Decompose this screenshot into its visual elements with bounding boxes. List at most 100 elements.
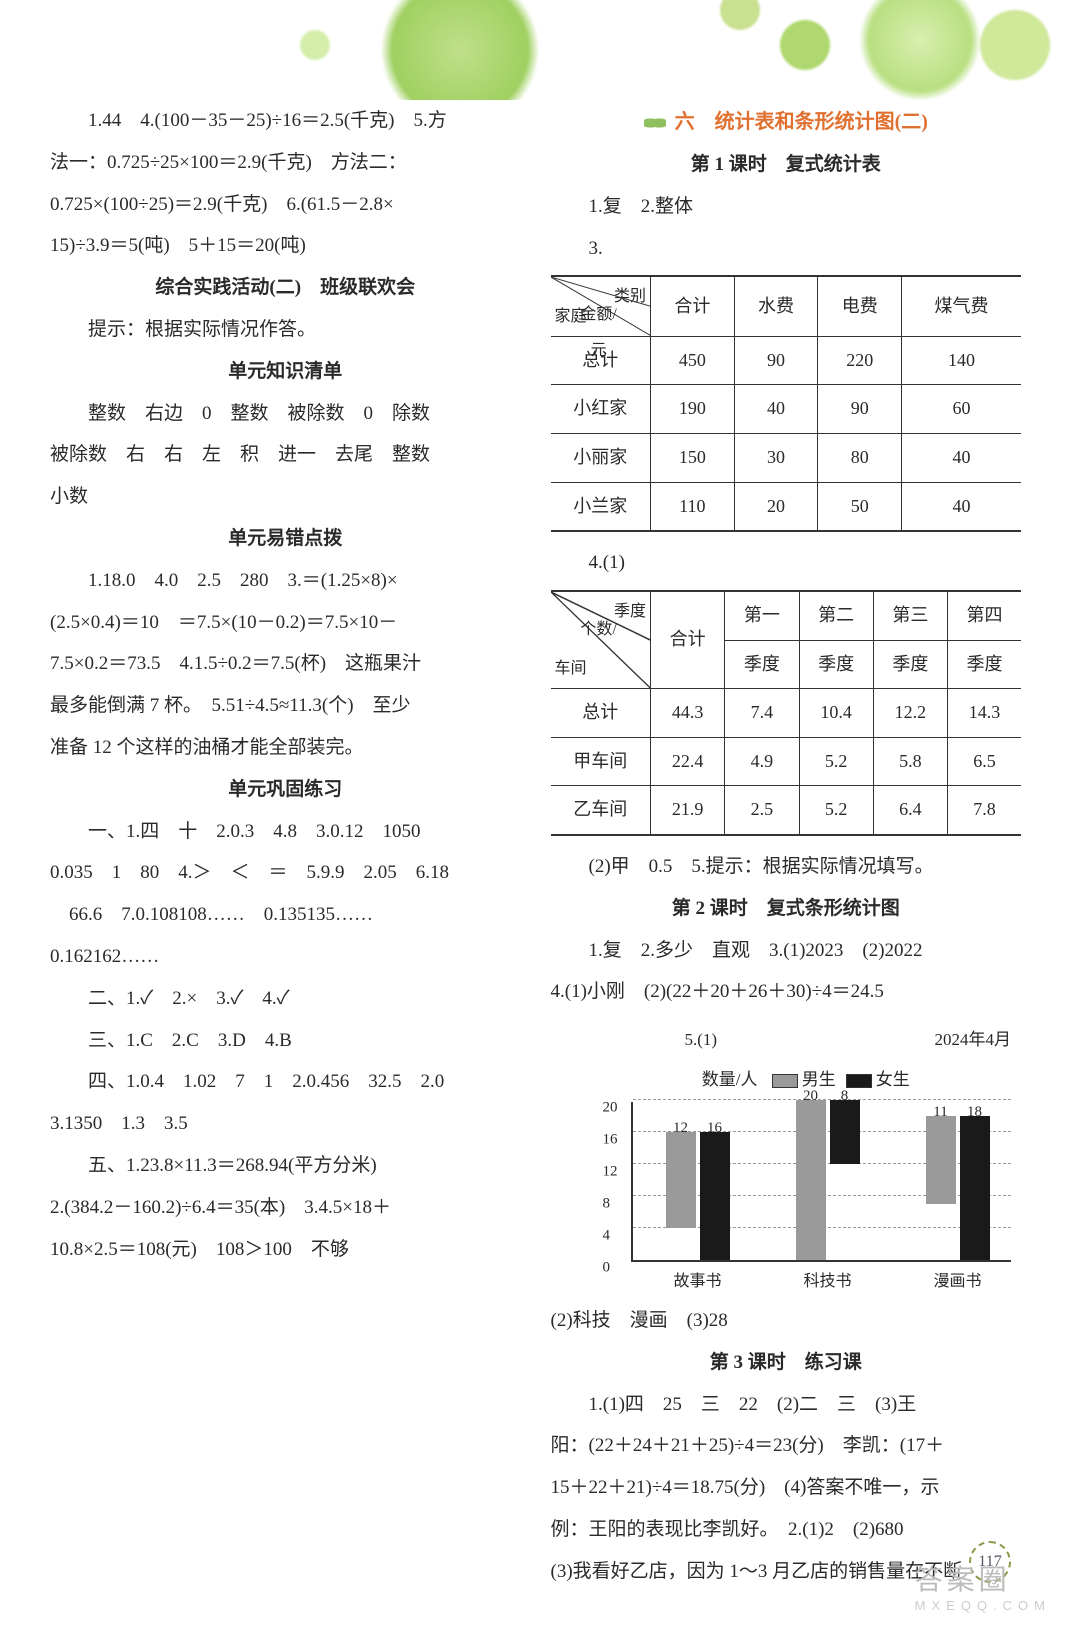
text-line: 2.(384.2－160.2)÷6.4＝35(本) 3.4.5×18＋	[50, 1187, 521, 1229]
chart-item-number: 5.(1)	[651, 1021, 718, 1058]
text-line: 法一：0.725÷25×100＝2.9(千克) 方法二：	[50, 142, 521, 184]
table-row: 小红家190409060	[551, 385, 1022, 434]
bar: 16	[700, 1132, 730, 1260]
table-header: 第二	[799, 591, 873, 640]
table-row: 小丽家150308040	[551, 434, 1022, 483]
cell: 40	[734, 385, 818, 434]
table-row: 乙车间21.92.55.26.47.8	[551, 786, 1022, 835]
text-line: 整数 右边 0 整数 被除数 0 除数	[50, 393, 521, 435]
text-line: 三、1.C 2.C 3.D 4.B	[50, 1020, 521, 1062]
cell: 220	[818, 336, 902, 385]
cell: 22.4	[651, 737, 725, 786]
bar-group: 208科技书	[783, 1100, 873, 1260]
table-row: 甲车间22.44.95.25.86.5	[551, 737, 1022, 786]
cell: 5.2	[799, 786, 873, 835]
text-line: 二、1.✓ 2.× 3.✓ 4.✓	[50, 978, 521, 1020]
cell: 4.9	[725, 737, 799, 786]
cell: 90	[818, 385, 902, 434]
chart-date: 2024年4月	[935, 1021, 1012, 1058]
bar: 18	[960, 1116, 990, 1260]
lesson-title: 第 1 课时 复式统计表	[551, 144, 1022, 186]
bar-value: 20	[796, 1080, 826, 1113]
cell: 21.9	[651, 786, 725, 835]
cell: 50	[818, 482, 902, 531]
row-label: 小红家	[551, 385, 651, 434]
text-line: 7.5×0.2＝73.5 4.1.5÷0.2＝7.5(杯) 这瓶果汁	[50, 643, 521, 685]
text-line: 3.	[551, 228, 1022, 270]
bar-value: 8	[830, 1080, 860, 1113]
lesson-title: 第 3 课时 练习课	[551, 1342, 1022, 1384]
x-label: 漫画书	[913, 1264, 1003, 1299]
text-line: 1.44 4.(100－35－25)÷16＝2.5(千克) 5.方	[50, 100, 521, 142]
row-label: 小丽家	[551, 434, 651, 483]
text-line: 最多能倒满 7 杯。 5.51÷4.5≈11.3(个) 至少	[50, 685, 521, 727]
bar: 11	[926, 1116, 956, 1204]
bar-value: 18	[960, 1096, 990, 1129]
text-line: 被除数 右 右 左 积 进一 去尾 整数	[50, 434, 521, 476]
bar-value: 16	[700, 1112, 730, 1145]
cell: 5.2	[799, 737, 873, 786]
bar-group: 1118漫画书	[913, 1116, 1003, 1260]
cell: 7.8	[948, 786, 1021, 835]
text-line: 0.162162……	[50, 936, 521, 978]
text-line: 例：王阳的表现比李凯好。 2.(1)2 (2)680	[551, 1509, 1022, 1551]
table-header: 合计	[651, 276, 735, 336]
text-line: 0.725×(100÷25)＝2.9(千克) 6.(61.5－2.8×	[50, 184, 521, 226]
cell: 6.4	[873, 786, 947, 835]
bar-group: 1216故事书	[653, 1132, 743, 1260]
cell: 140	[902, 336, 1021, 385]
cell: 2.5	[725, 786, 799, 835]
table-row: 小兰家110205040	[551, 482, 1022, 531]
cell: 7.4	[725, 689, 799, 738]
text-line: 0.035 1 80 4.＞ ＜ ＝ 5.9.9 2.05 6.18	[50, 852, 521, 894]
table-header: 煤气费	[902, 276, 1021, 336]
heading: 单元巩固练习	[50, 769, 521, 811]
cell: 10.4	[799, 689, 873, 738]
y-tick: 4	[603, 1220, 611, 1253]
table-header: 季度	[799, 640, 873, 689]
cell: 80	[818, 434, 902, 483]
table-header: 电费	[818, 276, 902, 336]
bar-value: 11	[926, 1096, 956, 1129]
table-workshop: 季度个数/车间合计第一第二第三第四季度季度季度季度总计44.37.410.412…	[551, 590, 1022, 836]
watermark: 答案圈 MXEQQ.COM	[915, 1558, 1051, 1613]
table-header: 第三	[873, 591, 947, 640]
row-label: 小兰家	[551, 482, 651, 531]
legend-swatch	[772, 1074, 798, 1088]
text-line: 1.复 2.整体	[551, 186, 1022, 228]
y-tick: 8	[603, 1188, 611, 1221]
cell: 40	[902, 434, 1021, 483]
table-header: 季度	[948, 640, 1021, 689]
cell: 6.5	[948, 737, 1021, 786]
text-line: 1.(1)四 25 三 22 (2)二 三 (3)王	[551, 1384, 1022, 1426]
y-tick: 0	[603, 1252, 611, 1285]
cell: 110	[651, 482, 735, 531]
table-header: 季度	[873, 640, 947, 689]
unit-title: 六 统计表和条形统计图(二)	[551, 100, 1022, 144]
y-tick: 12	[603, 1156, 618, 1189]
chart-area: 0481216201216故事书208科技书1118漫画书	[631, 1102, 1011, 1262]
heading: 单元知识清单	[50, 351, 521, 393]
left-column: 1.44 4.(100－35－25)÷16＝2.5(千克) 5.方 法一：0.7…	[50, 100, 521, 1593]
cell: 190	[651, 385, 735, 434]
text-line: 四、1.0.4 1.02 7 1 2.0.456 32.5 2.0	[50, 1061, 521, 1103]
lesson-title: 第 2 课时 复式条形统计图	[551, 888, 1022, 930]
bar: 12	[666, 1132, 696, 1228]
page-content: 1.44 4.(100－35－25)÷16＝2.5(千克) 5.方 法一：0.7…	[0, 0, 1071, 1633]
leaf-icon	[644, 115, 666, 131]
legend-label: 女生	[876, 1070, 910, 1089]
text-line: 4.(1)	[551, 542, 1022, 584]
text-line: 10.8×2.5＝108(元) 108＞100 不够	[50, 1229, 521, 1271]
row-label: 甲车间	[551, 737, 651, 786]
x-label: 科技书	[783, 1264, 873, 1299]
cell: 90	[734, 336, 818, 385]
text-line: 五、1.23.8×11.3＝268.94(平方分米)	[50, 1145, 521, 1187]
table-row: 总计44.37.410.412.214.3	[551, 689, 1022, 738]
unit-title-text: 六 统计表和条形统计图(二)	[675, 111, 928, 133]
text-line: 1.复 2.多少 直观 3.(1)2023 (2)2022	[551, 930, 1022, 972]
bar-value: 12	[666, 1112, 696, 1145]
text-line: (2)科技 漫画 (3)28	[551, 1300, 1022, 1342]
chart-ylabel: 数量/人	[702, 1070, 758, 1089]
text-line: (2.5×0.4)＝10 ＝7.5×(10－0.2)＝7.5×10－	[50, 602, 521, 644]
text-line: 准备 12 个这样的油桶才能全部装完。	[50, 727, 521, 769]
